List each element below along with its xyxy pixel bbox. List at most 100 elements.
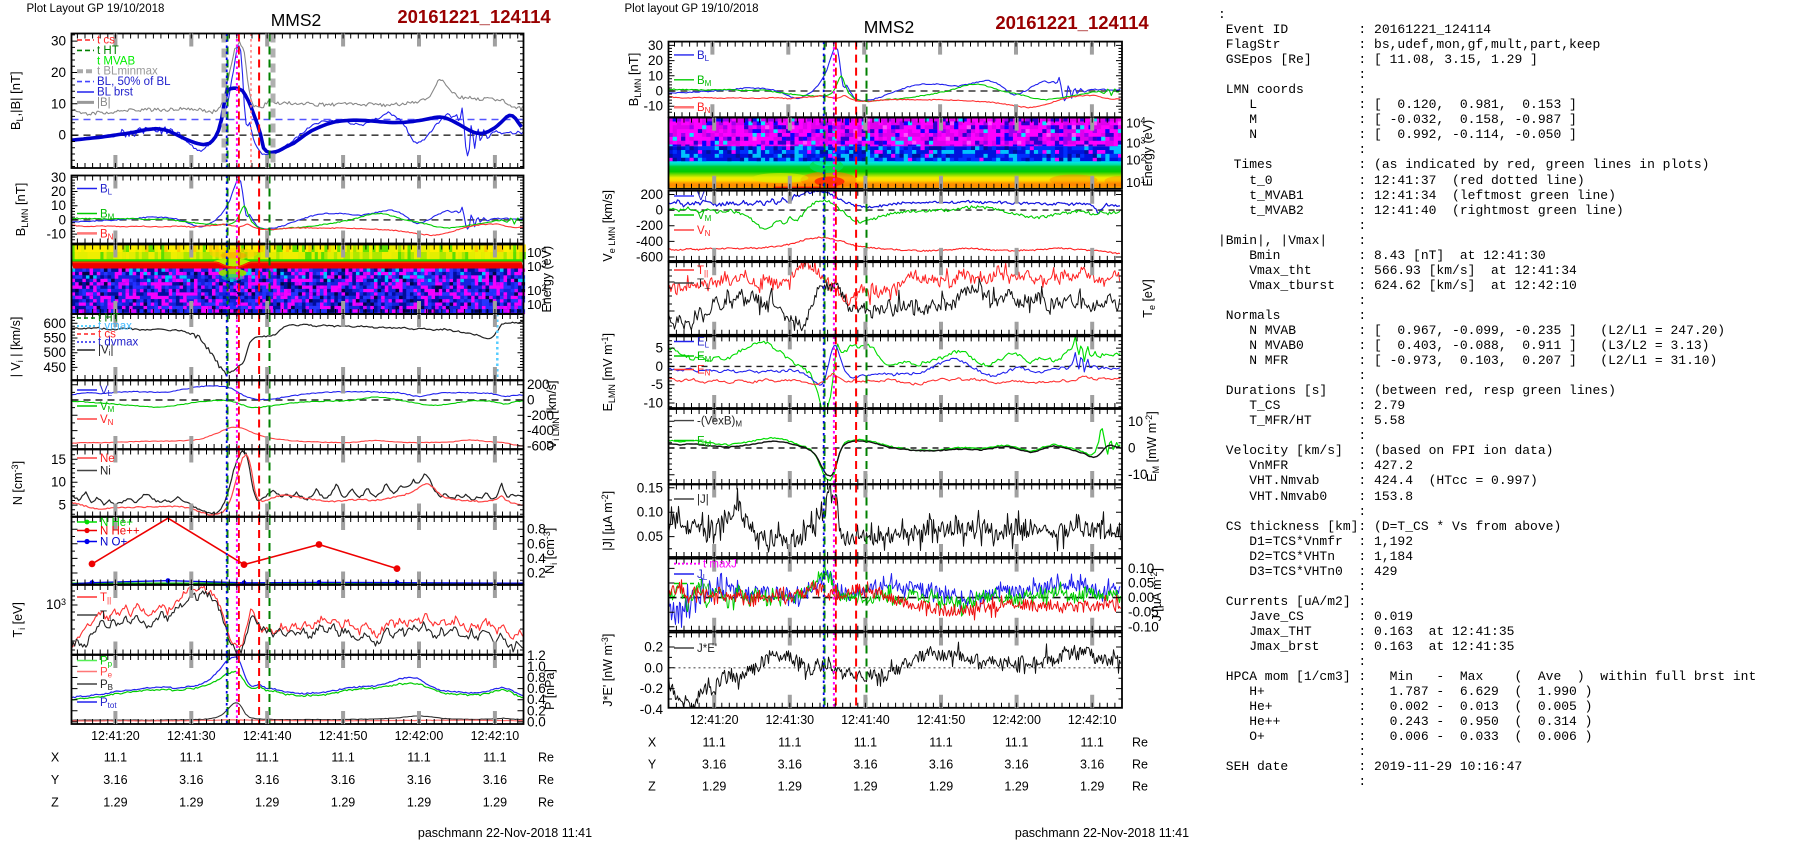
svg-text:11.1: 11.1 [1080,736,1103,750]
svg-text:0.4: 0.4 [527,551,546,566]
svg-text:12:41:20: 12:41:20 [91,729,140,743]
svg-text:12:42:00: 12:42:00 [992,713,1041,727]
svg-text:J [µA m-2]: J [µA m-2] [1149,568,1164,621]
svg-text:0.05: 0.05 [637,529,663,544]
svg-text:0.2: 0.2 [644,640,663,655]
svg-text:3.16: 3.16 [702,758,726,772]
svg-text:BL,|B| [nT]: BL,|B| [nT] [8,71,25,130]
svg-text:11.1: 11.1 [483,751,506,765]
svg-text:Re: Re [1132,758,1148,772]
svg-text:0.00: 0.00 [1128,590,1154,605]
svg-text:-600: -600 [636,250,663,265]
svg-text:11.1: 11.1 [331,751,354,765]
svg-text:Plot Layout GP 19/10/2018: Plot Layout GP 19/10/2018 [27,3,165,15]
svg-text:0.0: 0.0 [527,714,546,729]
svg-text:X: X [51,751,60,765]
svg-text:VN: VN [697,225,711,238]
svg-text:Energy (eV): Energy (eV) [540,246,554,313]
svg-text:0: 0 [527,393,535,408]
svg-text:BN: BN [100,228,114,241]
svg-text:N He+: N He+ [100,517,133,529]
svg-text:450: 450 [43,360,66,375]
svg-text:103: 103 [46,597,66,612]
svg-text:200: 200 [527,377,550,392]
svg-text:-0.2: -0.2 [640,681,663,696]
svg-text:Ptot: Ptot [100,697,117,710]
svg-text:Ni [cm-3]: Ni [cm-3] [542,528,559,574]
svg-text:0.0: 0.0 [644,660,663,675]
svg-text:0.15: 0.15 [637,480,663,495]
svg-text:BL: BL [100,184,113,197]
svg-text:0: 0 [655,203,663,218]
svg-text:11.1: 11.1 [255,751,278,765]
svg-text:550: 550 [43,331,66,346]
svg-text:N O+: N O+ [100,537,127,549]
svg-text:|J|: |J| [697,494,709,506]
svg-text:Ni: Ni [100,466,111,478]
svg-text:MMS2: MMS2 [271,10,322,30]
svg-text:0.4: 0.4 [527,692,546,707]
svg-text:t cs: t cs [98,329,116,341]
svg-text:|Vi|: |Vi| [98,345,113,358]
svg-text:Pp: Pp [100,656,113,669]
svg-text:N He++: N He++ [100,526,140,538]
svg-text:-200: -200 [636,218,663,233]
svg-text:12:41:20: 12:41:20 [690,713,739,727]
svg-text:3.16: 3.16 [255,773,279,787]
svg-text:BLMN [nT]: BLMN [nT] [626,53,643,107]
svg-text:VL: VL [697,191,710,204]
svg-text:30: 30 [51,170,66,185]
svg-text:t BLminmax: t BLminmax [97,66,158,78]
svg-text:12:41:40: 12:41:40 [841,713,890,727]
svg-text:12:42:10: 12:42:10 [471,729,520,743]
svg-text:-10: -10 [1128,467,1148,482]
svg-text:Ti [eV]: Ti [eV] [11,602,27,637]
svg-text:11.1: 11.1 [180,751,203,765]
svg-text:3.16: 3.16 [853,758,877,772]
svg-text:0.6: 0.6 [527,681,546,696]
svg-text:0.8: 0.8 [527,522,546,537]
svg-text:X: X [648,736,657,750]
svg-text:20: 20 [51,184,66,199]
svg-text:-10: -10 [643,396,663,411]
svg-text:0: 0 [58,128,66,143]
svg-text:-10: -10 [46,227,66,242]
svg-text:12:41:30: 12:41:30 [167,729,216,743]
svg-text:ELMN [mV m-1]: ELMN [mV m-1] [600,333,617,411]
svg-text:Z: Z [51,796,59,810]
svg-text:10: 10 [51,475,66,490]
svg-text:600: 600 [43,316,66,331]
svg-text:1.29: 1.29 [255,796,279,810]
svg-text:12:42:10: 12:42:10 [1068,713,1117,727]
svg-text:1.29: 1.29 [778,780,802,794]
svg-text:500: 500 [43,345,66,360]
svg-text:20: 20 [648,53,663,68]
svg-text:t vmax: t vmax [98,321,132,333]
svg-text:T||: T|| [697,265,708,278]
svg-text:Re: Re [538,773,554,787]
svg-text:paschmann 22-Nov-2018 11:41: paschmann 22-Nov-2018 11:41 [1015,826,1189,840]
svg-text:0.6: 0.6 [527,536,546,551]
svg-text:BL brst: BL brst [97,87,134,99]
svg-text:P [nPa]: P [nPa] [543,669,557,710]
svg-text:Energy (eV): Energy (eV) [1141,120,1155,187]
svg-text:-600: -600 [527,438,554,453]
svg-text:11.1: 11.1 [929,736,952,750]
svg-text:t HT: t HT [97,45,119,57]
svg-text:12:41:50: 12:41:50 [319,729,368,743]
svg-text:0.2: 0.2 [527,703,546,718]
svg-text:JM: JM [697,579,710,592]
svg-text:-400: -400 [636,234,663,249]
svg-text:-0.4: -0.4 [640,702,664,717]
svg-text:-200: -200 [527,408,554,423]
svg-text:3.16: 3.16 [407,773,431,787]
svg-text:VN: VN [100,414,114,427]
svg-text:Z: Z [648,780,656,794]
svg-text:5: 5 [655,341,663,356]
svg-text:1.29: 1.29 [929,780,953,794]
svg-text:0.10: 0.10 [1128,561,1154,576]
svg-text:3.16: 3.16 [103,773,127,787]
svg-text:0.10: 0.10 [637,505,663,520]
svg-text:10: 10 [648,68,663,83]
svg-text:3.16: 3.16 [483,773,507,787]
